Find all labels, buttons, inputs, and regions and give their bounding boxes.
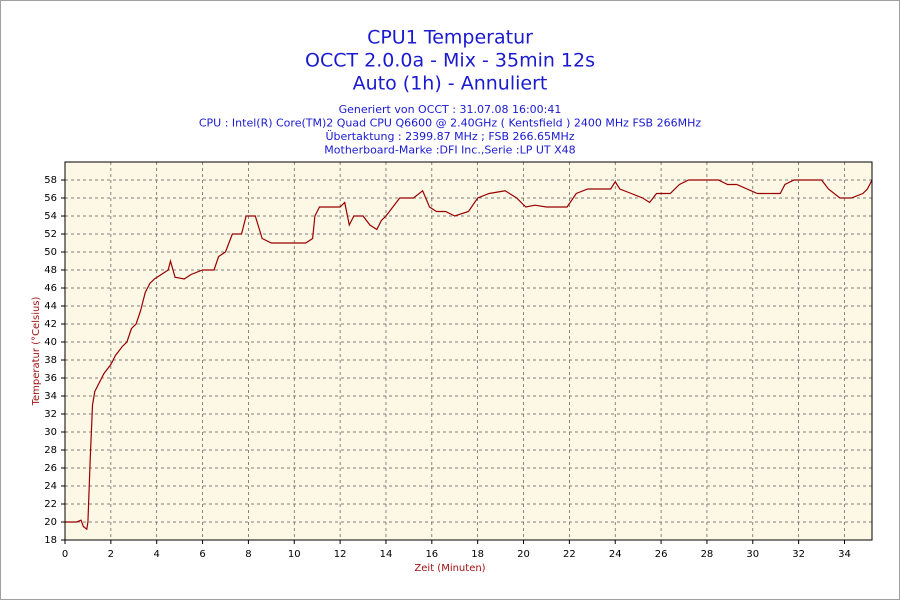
x-tick-label: 2 (108, 549, 114, 560)
temperature-line (65, 179, 873, 531)
y-tick-label: 42 (44, 319, 57, 330)
x-tick-label: 34 (838, 549, 851, 560)
x-tick-label: 16 (425, 549, 438, 560)
chart-title: Auto (1h) - Annuliert (353, 73, 548, 95)
y-tick-label: 24 (44, 481, 57, 492)
y-tick-label: 20 (44, 517, 57, 528)
y-tick-label: 32 (44, 409, 57, 420)
chart-title: CPU1 Temperatur (367, 27, 533, 49)
chart-title: OCCT 2.0.0a - Mix - 35min 12s (305, 50, 595, 72)
x-tick-label: 12 (334, 549, 347, 560)
y-tick-label: 54 (44, 211, 57, 222)
y-tick-label: 40 (44, 337, 57, 348)
chart-subtitle: Motherboard-Marke :DFI Inc.,Serie :LP UT… (324, 144, 575, 157)
y-tick-label: 28 (44, 445, 57, 456)
chart-subtitle: Generiert von OCCT : 31.07.08 16:00:41 (339, 103, 562, 116)
y-tick-label: 44 (44, 301, 57, 312)
x-tick-label: 26 (655, 549, 668, 560)
y-tick-label: 22 (44, 499, 57, 510)
chart-subtitle: CPU : Intel(R) Core(TM)2 Quad CPU Q6600 … (199, 117, 701, 130)
x-tick-label: 18 (471, 549, 484, 560)
y-tick-label: 30 (44, 427, 57, 438)
x-tick-label: 4 (154, 549, 160, 560)
plot-border (64, 161, 873, 541)
x-tick-label: 0 (62, 549, 68, 560)
x-tick-label: 6 (199, 549, 205, 560)
x-tick-label: 10 (288, 549, 301, 560)
x-tick-label: 22 (563, 549, 576, 560)
y-tick-label: 34 (44, 391, 57, 402)
y-tick-label: 52 (44, 229, 57, 240)
x-tick-label: 14 (380, 549, 393, 560)
x-tick-label: 30 (746, 549, 759, 560)
y-tick-label: 46 (44, 283, 57, 294)
x-tick-label: 20 (517, 549, 530, 560)
y-tick-label: 36 (44, 373, 57, 384)
y-tick-label: 50 (44, 247, 57, 258)
x-tick-label: 32 (792, 549, 805, 560)
x-tick-label: 8 (245, 549, 251, 560)
x-tick-label: 28 (701, 549, 714, 560)
y-tick-label: 18 (44, 535, 57, 546)
chart-subtitle: Übertaktung : 2399.87 MHz ; FSB 266.65MH… (325, 130, 574, 143)
plot-area (64, 161, 873, 541)
y-tick-label: 26 (44, 463, 57, 474)
y-tick-label: 38 (44, 355, 57, 366)
y-tick-label: 48 (44, 265, 57, 276)
y-tick-label: 58 (44, 175, 57, 186)
x-axis-label: Zeit (Minuten) (414, 563, 485, 574)
y-tick-label: 56 (44, 193, 57, 204)
x-tick-label: 24 (609, 549, 622, 560)
y-axis-label: Temperatur (°Celsius) (31, 296, 42, 406)
